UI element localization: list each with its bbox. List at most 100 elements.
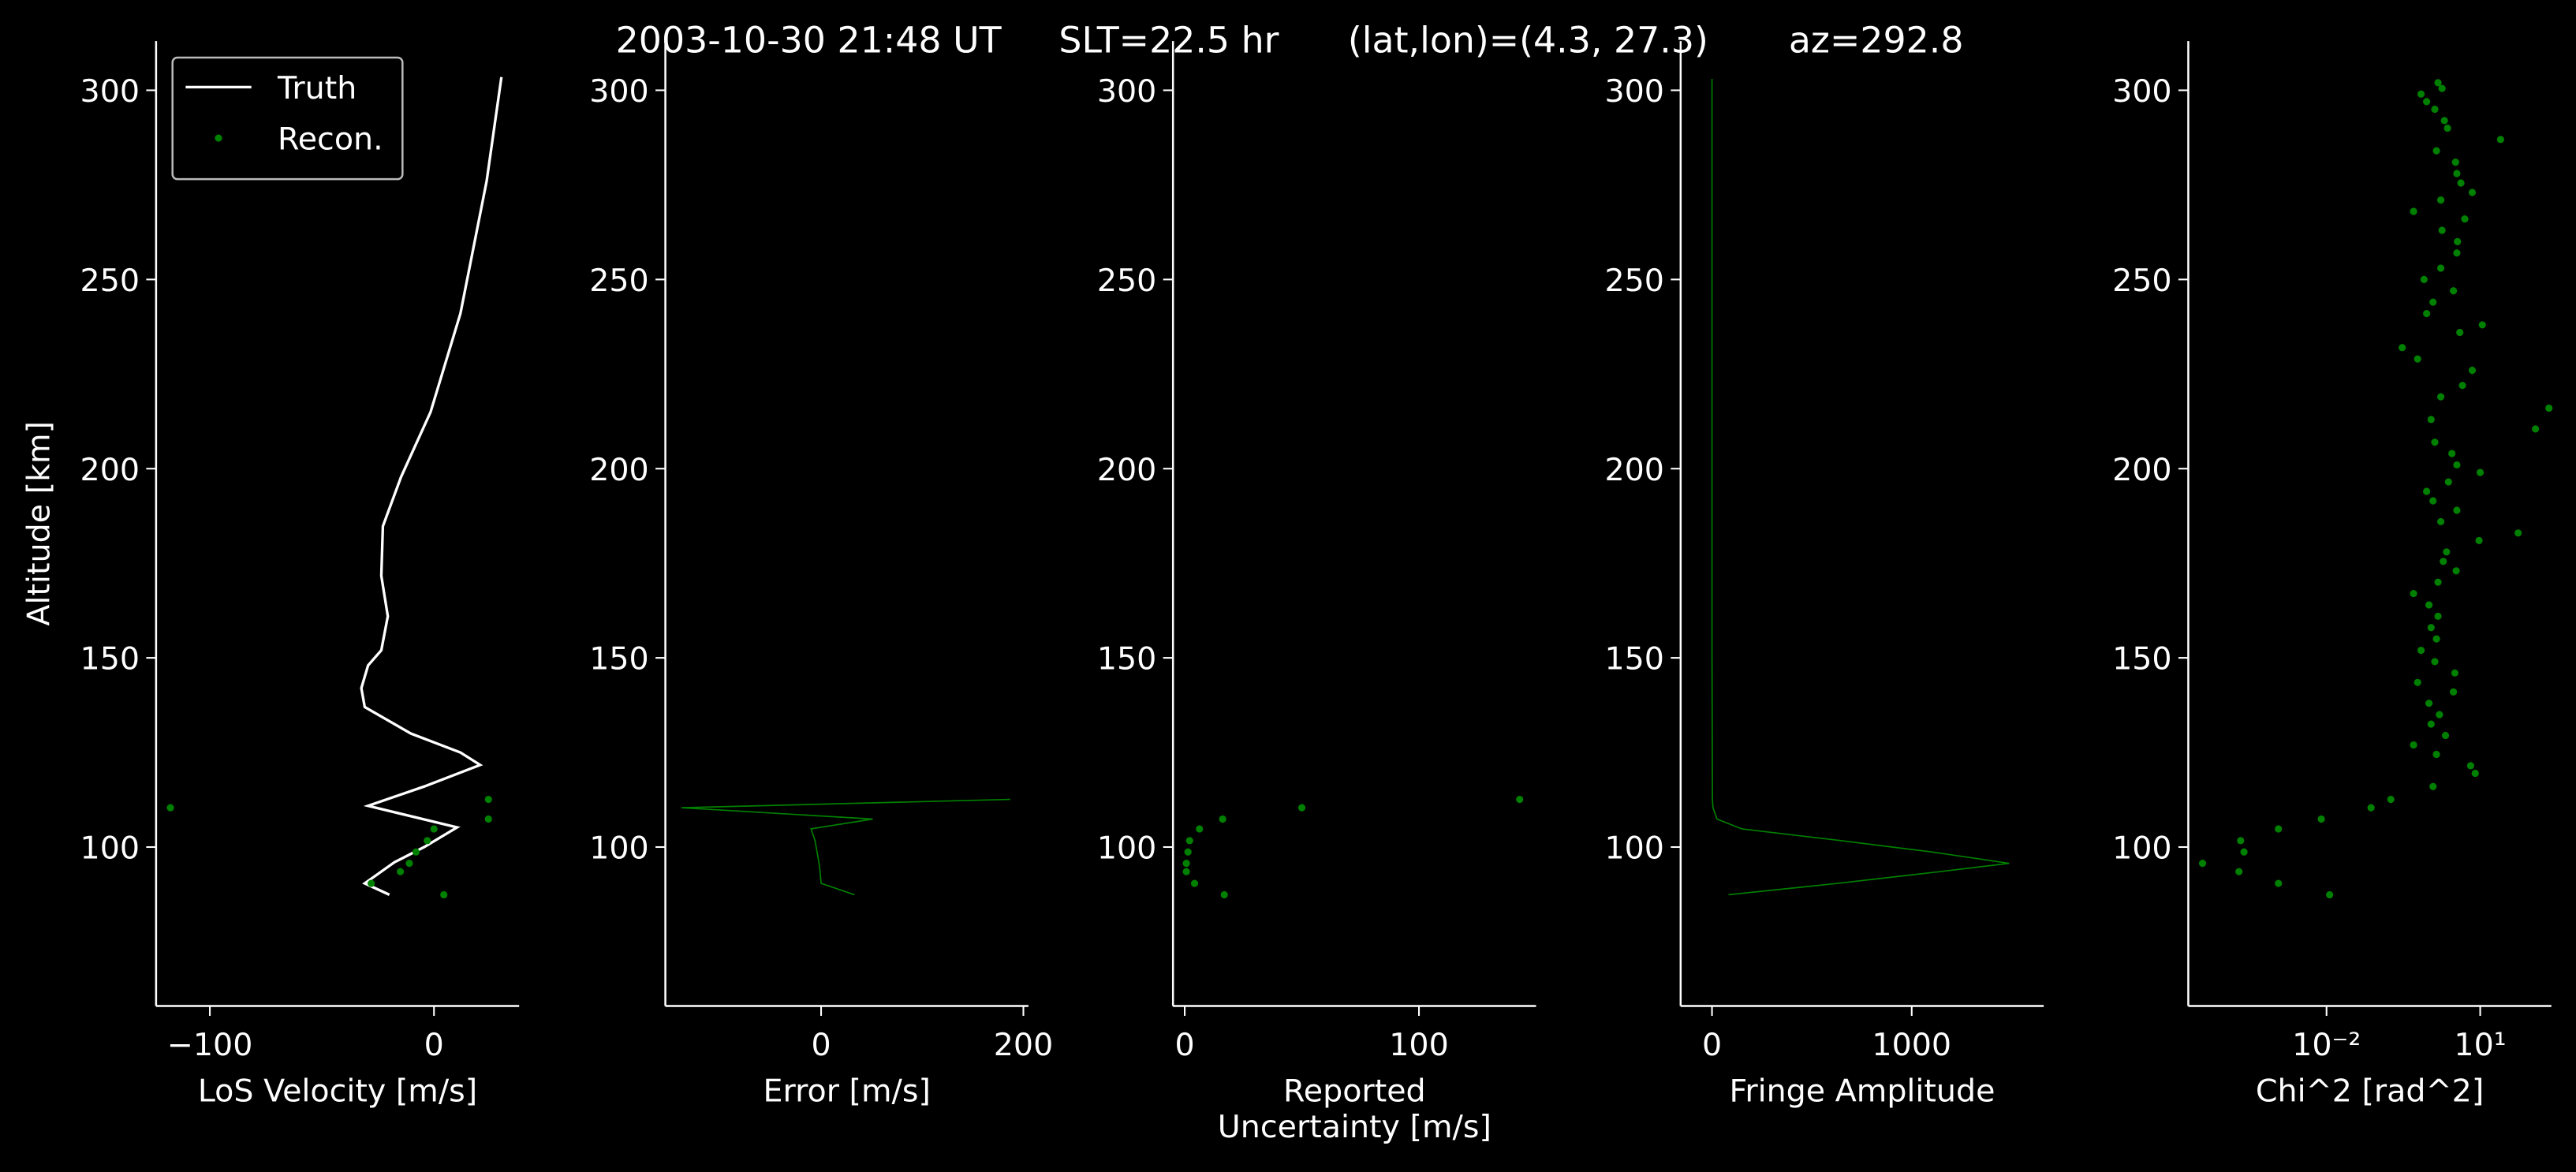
x-tick-label: 0: [424, 1027, 444, 1063]
scatter-point: [1297, 804, 1306, 812]
scatter-point: [2461, 215, 2469, 223]
scatter-point: [2434, 612, 2442, 620]
scatter-point: [2399, 344, 2406, 352]
scatter-point: [2441, 731, 2450, 740]
x-axis-label: Error [m/s]: [763, 1073, 931, 1109]
scatter-point: [2471, 769, 2479, 778]
x-tick-label: 10¹: [2454, 1027, 2506, 1063]
scatter-point: [2456, 328, 2464, 337]
scatter-point: [2235, 868, 2243, 875]
y-tick-label: 100: [1097, 830, 1157, 867]
x-axis-label: Chi^2 [rad^2]: [2256, 1073, 2484, 1109]
scatter-point: [2240, 848, 2248, 856]
scatter-point: [2410, 207, 2417, 215]
scatter-point: [2453, 506, 2461, 514]
y-tick-label: 250: [589, 263, 649, 299]
scatter-point: [2431, 439, 2439, 446]
series-line: [360, 77, 503, 896]
y-tick-label: 300: [80, 73, 140, 110]
x-axis-label: Uncertainty [m/s]: [1218, 1109, 1491, 1145]
scatter-point: [2451, 669, 2458, 677]
scatter-point: [2434, 578, 2442, 586]
y-tick-label: 100: [1604, 830, 1664, 867]
scatter-point: [2432, 750, 2440, 759]
y-tick-label: 300: [589, 73, 649, 110]
scatter-point: [2436, 393, 2445, 401]
scatter-point: [2436, 517, 2445, 525]
scatter-point: [1190, 879, 1199, 887]
scatter-point: [1219, 815, 1226, 823]
x-tick-label: 0: [1702, 1027, 1722, 1063]
scatter-point: [1184, 848, 1192, 856]
scatter-point: [2417, 646, 2425, 655]
scatter-point: [2414, 355, 2421, 363]
scatter-point: [2387, 795, 2395, 804]
series-line: [1711, 79, 2010, 896]
scatter-point: [2443, 124, 2451, 133]
scatter-point: [440, 890, 448, 899]
scatter-point: [2444, 478, 2452, 486]
legend-label: Truth: [277, 70, 357, 106]
y-tick-label: 200: [80, 452, 140, 488]
scatter-point: [2452, 567, 2460, 575]
scatter-point: [2450, 287, 2458, 295]
y-tick-label: 100: [2112, 830, 2172, 867]
scatter-point: [397, 868, 405, 875]
scatter-point: [2451, 159, 2459, 166]
y-tick-label: 200: [1097, 452, 1157, 488]
scatter-point: [2429, 782, 2437, 790]
y-tick-label: 150: [589, 641, 649, 677]
scatter-point: [2417, 90, 2425, 98]
scatter-point: [1196, 825, 1204, 833]
y-tick-label: 300: [1097, 73, 1157, 110]
scatter-point: [2434, 79, 2442, 87]
y-tick-label: 300: [2112, 73, 2172, 110]
scatter-point: [2432, 635, 2440, 643]
scatter-point: [2237, 837, 2245, 845]
scatter-point: [2432, 147, 2440, 155]
y-tick-label: 150: [2112, 641, 2172, 677]
x-tick-label: 10⁻²: [2292, 1027, 2361, 1063]
scatter-point: [2440, 117, 2448, 125]
y-tick-label: 250: [2112, 263, 2172, 299]
legend-swatch: [215, 134, 222, 142]
scatter-point: [2425, 700, 2433, 707]
scatter-point: [2326, 890, 2334, 899]
scatter-point: [484, 795, 492, 804]
y-tick-label: 300: [1604, 73, 1664, 110]
scatter-point: [2440, 558, 2447, 565]
scatter-point: [2436, 196, 2445, 204]
scatter-point: [2275, 825, 2283, 833]
y-tick-label: 150: [1097, 641, 1157, 677]
scatter-point: [166, 804, 174, 812]
scatter-point: [2420, 275, 2428, 283]
scatter-point: [405, 860, 413, 868]
x-axis-label: LoS Velocity [m/s]: [198, 1073, 477, 1109]
scatter-point: [2410, 589, 2417, 598]
y-tick-label: 150: [80, 641, 140, 677]
y-tick-label: 100: [80, 830, 140, 867]
scatter-point: [2453, 170, 2461, 177]
scatter-point: [2423, 487, 2431, 495]
scatter-point: [2275, 879, 2283, 887]
y-axis-label: Altitude [km]: [21, 421, 57, 626]
scatter-point: [2425, 601, 2433, 609]
scatter-point: [2532, 425, 2540, 433]
scatter-point: [1185, 837, 1193, 845]
scatter-point: [2431, 105, 2439, 114]
x-tick-label: 100: [1389, 1027, 1449, 1063]
scatter-point: [2476, 468, 2485, 476]
y-tick-label: 200: [2112, 452, 2172, 488]
scatter-point: [2436, 264, 2445, 272]
x-tick-label: −100: [167, 1027, 253, 1063]
x-axis-label: Fringe Amplitude: [1729, 1073, 1995, 1109]
scatter-point: [2198, 860, 2207, 868]
series-line: [681, 798, 1010, 896]
scatter-point: [1220, 890, 1228, 899]
scatter-point: [2450, 688, 2458, 696]
x-tick-label: 200: [994, 1027, 1054, 1063]
y-tick-label: 100: [589, 830, 649, 867]
scatter-point: [2317, 815, 2325, 823]
scatter-point: [2367, 804, 2375, 812]
